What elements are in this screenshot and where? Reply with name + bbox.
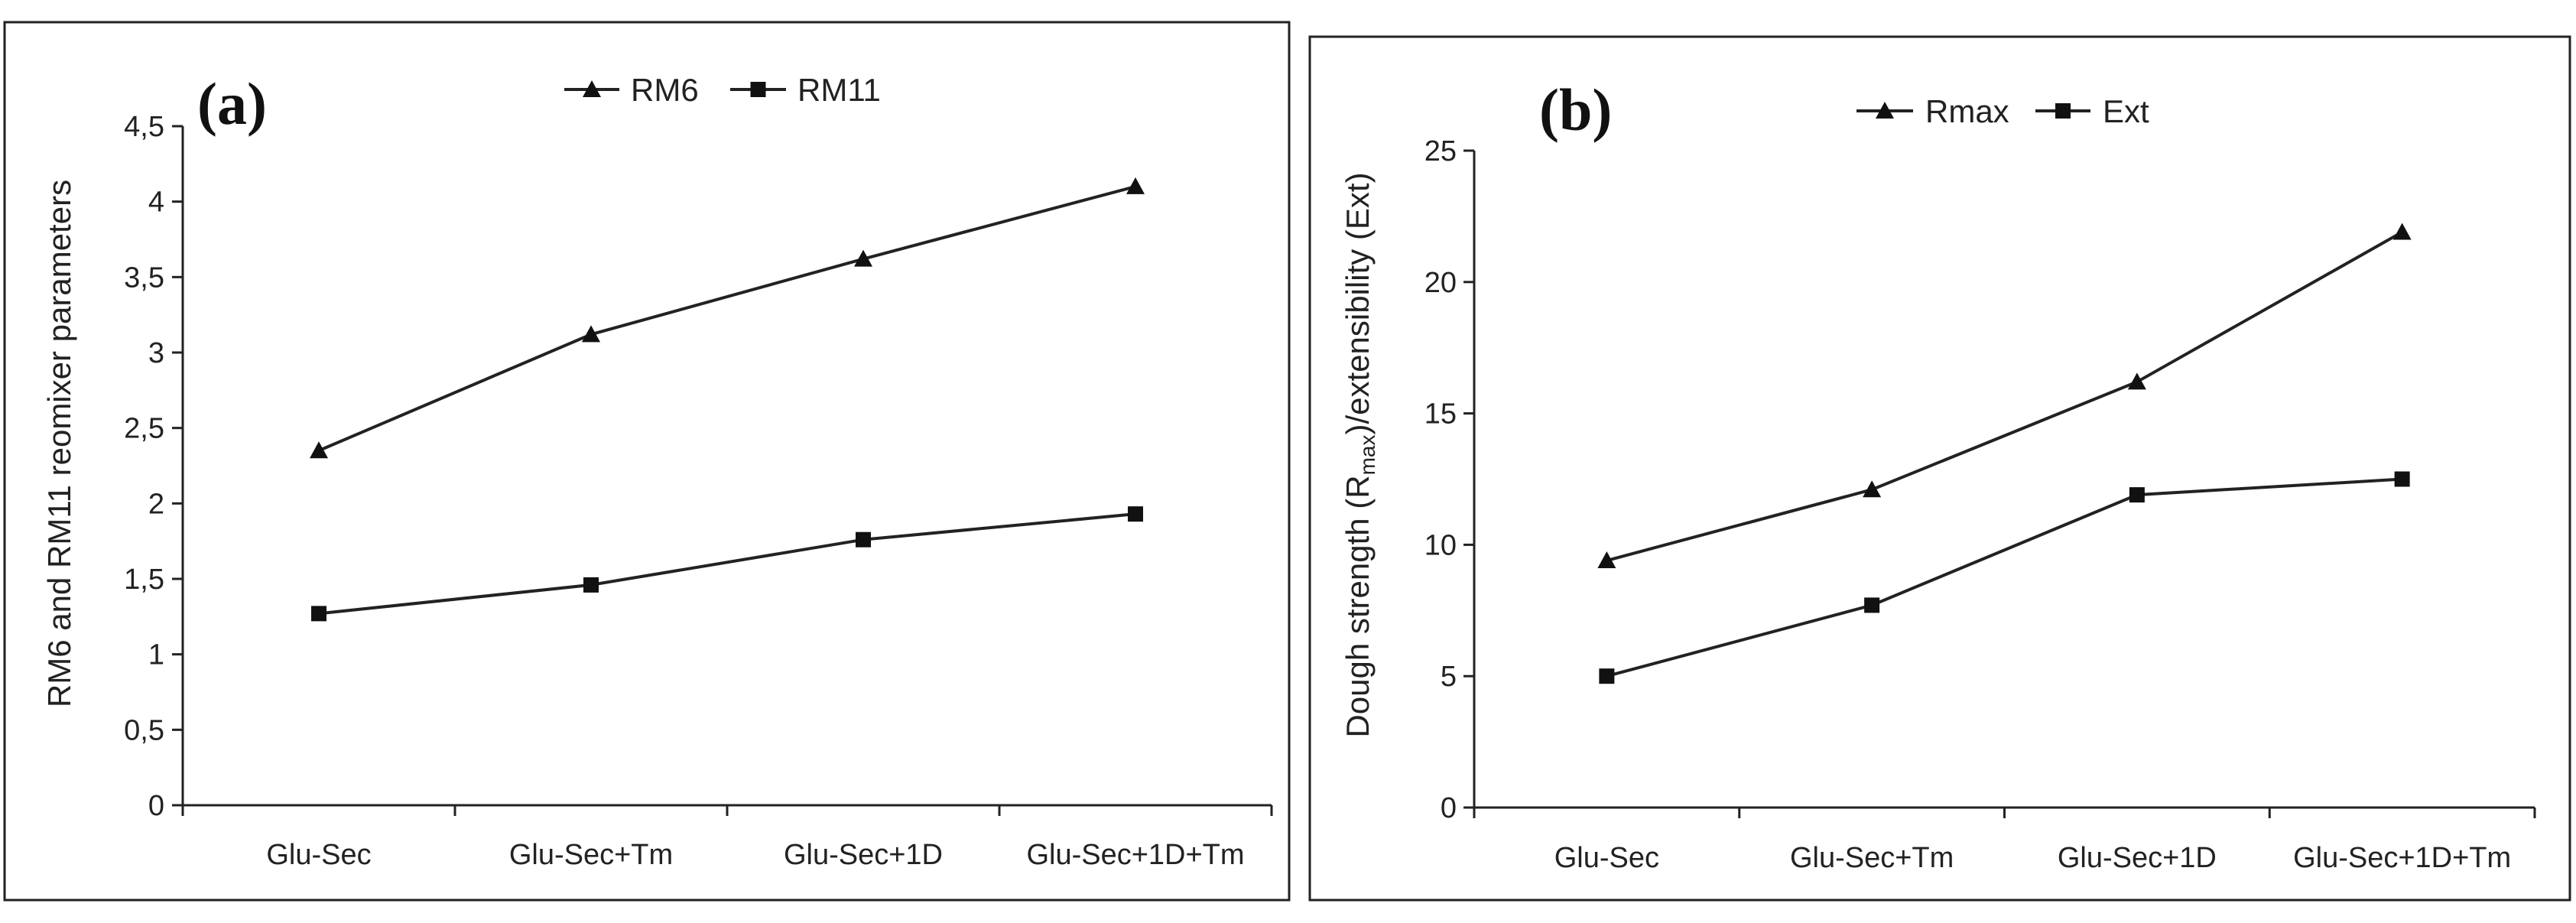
panel-b-plot (1597, 223, 2412, 684)
panel-b-series-ext-point (2394, 471, 2410, 487)
panel-b-category-label: Glu-Sec+Tm (1790, 842, 1954, 874)
panel-b-series-rmax-point (1863, 480, 1882, 498)
panel-b-y-axis-label-subscript: max (1356, 434, 1379, 475)
panel-a-plot (310, 177, 1145, 622)
panel-b-series-ext-point (1599, 668, 1615, 684)
panel-a-category-label: Glu-Sec (266, 839, 371, 871)
panel-a-y-tick-label: 3 (148, 337, 164, 369)
panel-a-series-rm11-point (311, 606, 326, 622)
panel-b-series-rmax-line (1606, 230, 2403, 562)
panel-b-legend: Rmax Ext (1856, 93, 2149, 129)
panel-b-y-tick-label: 25 (1424, 135, 1457, 167)
panel-b: (b) Dough strength (Rmax)/extensibility … (1308, 35, 2571, 902)
panel-a-series-rm6-point (854, 249, 872, 267)
panel-b-series-ext-point (2129, 487, 2145, 503)
panel-b-y-tick-label: 10 (1424, 529, 1457, 561)
panel-b-category-label: Glu-Sec (1554, 842, 1659, 874)
panel-a-legend-rm11-label: RM11 (797, 72, 881, 108)
panel-a-legend-rm6-marker (583, 80, 601, 97)
panel-a-category-label: Glu-Sec+1D+Tm (1026, 839, 1244, 871)
panel-a-series-rm6-point (310, 441, 328, 459)
panel-a-legend-rm11-marker (750, 82, 766, 97)
panel-b-frame (1308, 35, 2571, 902)
panel-b-series-rmax-point (2392, 223, 2412, 240)
panel-b-category-label: Glu-Sec+1D (2058, 842, 2217, 874)
panel-a-y-tick-label: 4,5 (124, 111, 164, 143)
panel-b-series-rmax-point (1597, 551, 1616, 569)
panel-b-y-axis-label-before: Dough strength (R (1340, 475, 1376, 737)
panel-b-category-label: Glu-Sec+1D+Tm (2293, 842, 2511, 874)
panel-a-y-tick-label: 3,5 (124, 262, 164, 294)
panel-a-series-rm6-point (1126, 177, 1145, 194)
panel-a-y-tick-label: 0,5 (124, 714, 164, 746)
panel-a-y-axis-label: RM6 and RM11 reomixer parameters (41, 180, 77, 707)
panel-a-category-label: Glu-Sec+1D (784, 839, 943, 871)
panel-a-y-tick-label: 4 (148, 187, 164, 219)
panel-b-series-ext-point (1864, 597, 1880, 613)
panel-a-y-tick-label: 2 (148, 488, 164, 520)
panel-a-y-tick-label: 1 (148, 639, 164, 671)
panel-a-y-tick-label: 0 (148, 790, 164, 822)
panel-a-axes: 0 0,5 1 1,5 2 2,5 3 3,5 4 4,5 Glu-Sec Glu-Sec+Tm Glu… (124, 111, 1273, 871)
panel-b-y-tick-label: 0 (1441, 792, 1457, 824)
panel-a-legend: RM6 RM11 (564, 72, 881, 108)
panel-a-y-tick-label: 1,5 (124, 564, 164, 596)
panel-a-label: (a) (197, 70, 267, 137)
panel-b-y-tick-label: 20 (1424, 267, 1457, 299)
panel-b-legend-ext-marker (2055, 103, 2071, 119)
panel-b-series-rmax-point (2127, 372, 2146, 390)
panel-a-series-rm11-point (583, 577, 599, 593)
panel-b-y-axis-label: Dough strength (Rmax)/extensibility (Ext… (1340, 172, 1379, 737)
panel-b-label: (b) (1539, 76, 1612, 143)
panel-a: (a) RM6 and RM11 reomixer parameters 0 0,… (3, 21, 1291, 902)
panel-b-axes: 0 5 10 15 20 25 Glu-Sec Glu-Sec+Tm Glu-Sec+1D Glu… (1424, 135, 2536, 874)
panel-a-frame (3, 21, 1291, 902)
panel-b-y-axis-label-after: )/extensibility (Ext) (1340, 172, 1376, 434)
panel-a-category-label: Glu-Sec+Tm (509, 839, 673, 871)
panel-b-series-ext-line (1606, 477, 2402, 678)
panel-b-legend-ext-label: Ext (2103, 93, 2149, 129)
panel-a-legend-rm6-label: RM6 (631, 72, 699, 108)
panel-a-series-rm11-line (318, 512, 1136, 616)
panel-a-series-rm11-point (1128, 506, 1143, 522)
panel-a-series-rm11-point (856, 531, 871, 548)
panel-a-y-tick-label: 2,5 (124, 413, 164, 445)
panel-a-series-rm6-line (318, 185, 1136, 453)
panel-a-series-rm6-point (582, 325, 600, 343)
panel-b-y-tick-label: 15 (1424, 398, 1457, 431)
panel-b-legend-rmax-marker (1876, 102, 1894, 119)
panel-b-legend-rmax-label: Rmax (1925, 93, 2009, 129)
panel-b-y-tick-label: 5 (1441, 661, 1457, 693)
